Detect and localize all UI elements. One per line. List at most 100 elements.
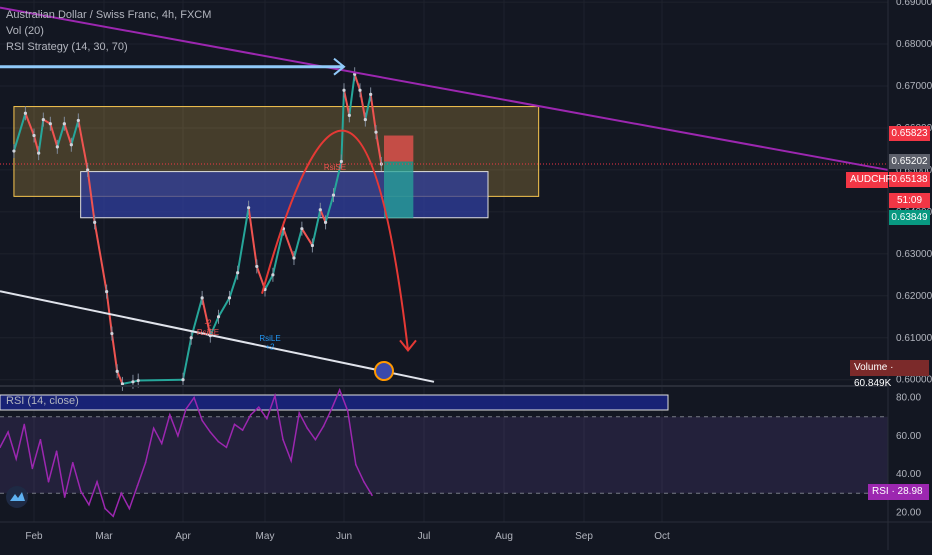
rsi-point-38 [306, 427, 309, 430]
price-point-31 [300, 227, 304, 231]
tradingview-logo-icon[interactable] [6, 486, 28, 508]
price-segment-13 [105, 291, 113, 334]
rsi-point-6 [47, 481, 50, 483]
price-segment-21 [201, 297, 212, 336]
price-point-23 [227, 296, 232, 300]
price-point-19 [189, 336, 193, 340]
price-point-12 [105, 289, 109, 294]
price-segment-1 [12, 112, 27, 152]
price-segment-32 [301, 228, 314, 246]
rsi-point-22 [177, 435, 179, 437]
rsi-point-39 [314, 438, 317, 441]
price-point-14 [115, 369, 119, 373]
price-point-41 [363, 117, 367, 122]
price-segment-16 [122, 380, 134, 385]
price-segment-14 [110, 333, 119, 372]
rsi-band-fill [0, 416, 888, 494]
rsi-value-tag: RSI · 28.98 [868, 484, 929, 500]
event-icon [374, 361, 394, 381]
price-point-38 [347, 113, 351, 117]
price-point-8 [69, 143, 73, 147]
price-point-42 [369, 92, 373, 97]
price-segment-26 [247, 207, 258, 267]
price-point-4 [41, 117, 45, 122]
price-segment-11 [86, 169, 96, 223]
price-axis-background [888, 0, 932, 550]
price-segment-28 [264, 274, 274, 290]
price-tick-label-9: 0.60000 [896, 375, 932, 386]
projection-arc [261, 129, 409, 351]
rsi-point-1 [7, 431, 9, 433]
price-segment-31 [293, 228, 303, 259]
rsi-point-37 [298, 412, 301, 414]
rsi-point-21 [169, 414, 171, 416]
rsi-point-0 [0, 446, 1, 449]
symbol-title[interactable]: Australian Dollar / Swiss Franc, 4h, FXC… [6, 9, 212, 21]
price-segment-36 [332, 161, 343, 196]
rsi-point-28 [225, 446, 228, 449]
rsi-point-10 [80, 490, 82, 493]
rsi-point-5 [39, 438, 42, 441]
strategy-mark-0: RsiSE [197, 328, 219, 337]
price-point-7 [62, 122, 66, 126]
price-segment-41 [359, 90, 367, 120]
price-point-43 [374, 130, 378, 134]
price-segment-43 [369, 94, 377, 133]
price-point-10 [86, 168, 90, 172]
price-point-35 [331, 193, 336, 197]
price-segment-25 [236, 207, 250, 273]
price-segment-6 [49, 123, 59, 148]
price-tag-current-line: 0.65202 [889, 154, 930, 169]
countdown-tag: 51:09 [889, 193, 930, 208]
price-segment-9 [70, 120, 80, 146]
price-segment-30 [282, 228, 295, 259]
rsi-point-45 [363, 481, 365, 483]
rsi-point-18 [144, 461, 147, 464]
strategy-legend[interactable]: RSI Strategy (14, 30, 70) [6, 41, 128, 53]
symbol-tag: AUDCHF [846, 172, 892, 188]
rsi-point-27 [217, 440, 220, 443]
rsi-legend[interactable]: RSI (14, close) [6, 395, 79, 407]
price-point-36 [339, 159, 343, 164]
price-segment-44 [375, 131, 383, 165]
price-point-26 [255, 264, 259, 269]
volume-legend[interactable]: Vol (20) [6, 25, 44, 37]
rsi-tick-label-2: 40.00 [896, 469, 921, 480]
price-point-9 [76, 118, 80, 123]
time-tick-label-2: Apr [175, 531, 191, 542]
price-point-17 [136, 378, 140, 383]
rsi-point-14 [112, 515, 115, 518]
price-tick-label-6: 0.63000 [896, 249, 932, 260]
price-segment-8 [63, 123, 73, 146]
price-tick-label-7: 0.62000 [896, 291, 932, 302]
rsi-point-24 [193, 396, 195, 399]
time-tick-label-4: Jun [336, 531, 352, 542]
price-point-24 [236, 271, 240, 275]
price-tick-label-2: 0.67000 [896, 81, 932, 92]
price-point-0 [12, 149, 16, 153]
rsi-point-25 [201, 419, 203, 422]
price-point-34 [323, 220, 328, 224]
rsi-tick-label-0: 80.00 [896, 393, 921, 404]
time-tick-label-6: Aug [495, 531, 513, 542]
price-segment-23 [217, 297, 231, 318]
time-tick-label-3: May [256, 531, 275, 542]
rsi-point-36 [290, 459, 292, 462]
rsi-point-15 [120, 492, 123, 495]
price-point-37 [342, 88, 346, 92]
price-segment-42 [364, 94, 372, 120]
price-segment-19 [182, 337, 193, 380]
rsi-tick-label-3: 20.00 [896, 507, 921, 518]
rsi-point-26 [209, 431, 212, 433]
price-tag-target: 0.63849 [889, 210, 930, 225]
rsi-point-13 [104, 507, 106, 510]
rsi-point-4 [31, 467, 34, 470]
price-segment-37 [340, 90, 345, 162]
rsi-point-29 [233, 423, 236, 426]
rsi-point-33 [266, 417, 268, 420]
price-point-33 [318, 208, 322, 212]
price-segment-10 [77, 120, 89, 171]
price-segment-33 [311, 209, 322, 246]
price-point-15 [120, 382, 125, 386]
